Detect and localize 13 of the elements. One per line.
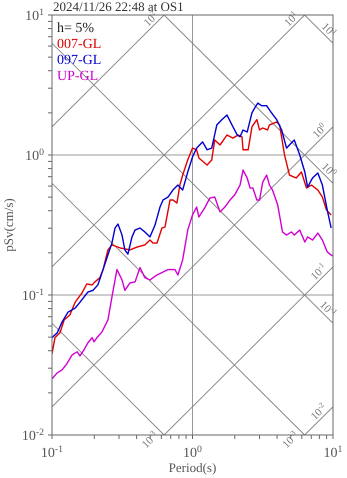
y-tick-label: 10$^{1}$: [25, 6, 44, 24]
x-tick-label: 10$^{-1}$: [40, 444, 64, 461]
y-tick-label: 10$^{-1}$: [22, 286, 44, 304]
text: UP-GL: [57, 69, 98, 84]
text: 007-GL: [57, 37, 102, 52]
y-tick-label: 10$^{-2}$: [22, 426, 44, 444]
x-tick-label: 10$^{0}$: [183, 444, 202, 461]
y-axis-title: pSv(cm/s): [1, 198, 16, 252]
y-tick-label: 10$^{0}$: [25, 146, 44, 164]
x-axis-title: Period(s): [168, 460, 216, 475]
annotation: h= 5%: [57, 21, 94, 36]
text: 097-GL: [57, 53, 102, 68]
x-tick-label: 10$^{1}$: [324, 444, 343, 461]
